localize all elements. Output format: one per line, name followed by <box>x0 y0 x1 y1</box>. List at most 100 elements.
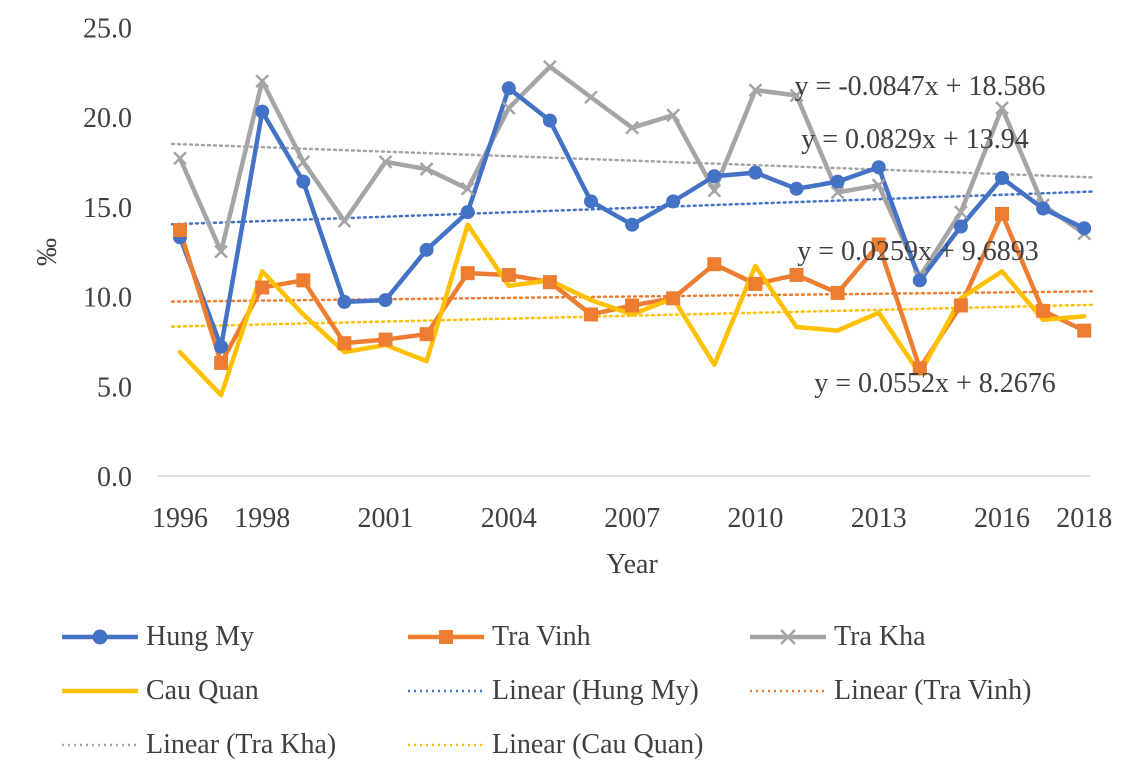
point-hung-my-2000 <box>337 294 352 309</box>
trendline-linear-cau-quan <box>170 303 1094 328</box>
legend-item-linear-cau-quan[interactable]: Linear (Cau Quan) <box>406 720 703 770</box>
trendline-linear-tra-vinh <box>170 290 1094 303</box>
point-tra-kha-1996 <box>173 151 187 166</box>
point-tra-kha-2001 <box>378 154 393 169</box>
legend-label-hung-my: Hung My <box>146 621 255 652</box>
legend-swatch-cau-quan <box>62 688 138 694</box>
legend-item-linear-tra-vinh[interactable]: Linear (Tra Vinh) <box>748 666 1031 716</box>
point-tra-kha-2011 <box>789 88 804 103</box>
point-hung-my-2012 <box>830 174 845 189</box>
point-tra-kha-2010 <box>748 83 763 97</box>
legend-label-linear-tra-vinh: Linear (Tra Vinh) <box>834 675 1032 706</box>
legend-item-hung-my[interactable]: Hung My <box>60 612 254 662</box>
point-tra-vinh-2014 <box>912 361 927 376</box>
point-hung-my-1999 <box>296 174 311 189</box>
point-tra-vinh-1997 <box>214 355 229 370</box>
legend-swatch-linear-tra-vinh <box>750 689 826 693</box>
point-tra-vinh-2013 <box>871 237 886 252</box>
x-tick-label: 2001 <box>358 503 414 534</box>
y-tick-label: 0.0 <box>97 462 132 493</box>
point-hung-my-2011 <box>789 181 804 196</box>
point-tra-kha-1998 <box>255 74 270 88</box>
point-hung-my-2014 <box>912 273 927 288</box>
legend-swatch-tra-vinh <box>408 630 484 644</box>
legend-item-linear-hung-my[interactable]: Linear (Hung My) <box>406 666 699 716</box>
legend-swatch-linear-hung-my <box>408 689 484 693</box>
point-tra-vinh-2009 <box>707 257 722 272</box>
legend-swatch-linear-cau-quan <box>408 743 484 747</box>
legend-label-linear-hung-my: Linear (Hung My) <box>492 675 699 706</box>
x-tick-label: 1998 <box>234 503 290 534</box>
point-hung-my-2013 <box>871 160 886 175</box>
point-hung-my-2016 <box>995 171 1009 186</box>
point-tra-vinh-2003 <box>460 266 475 281</box>
trendline-linear-tra-kha <box>170 142 1094 179</box>
point-tra-vinh-2015 <box>953 298 968 313</box>
point-hung-my-2007 <box>625 217 640 232</box>
point-tra-vinh-2016 <box>995 206 1009 221</box>
legend-item-tra-vinh[interactable]: Tra Vinh <box>406 612 591 662</box>
point-hung-my-2005 <box>542 113 557 128</box>
point-hung-my-1998 <box>255 104 270 119</box>
equation-linear-tra-kha: y = -0.0847x + 18.586 <box>795 71 1046 102</box>
point-tra-vinh-2007 <box>625 298 640 313</box>
legend-label-tra-kha: Tra Kha <box>834 621 926 652</box>
equation-linear-hung-my: y = 0.0829x + 13.94 <box>801 124 1029 155</box>
legend-label-linear-cau-quan: Linear (Cau Quan) <box>492 729 704 760</box>
point-tra-vinh-2011 <box>789 267 804 282</box>
point-tra-vinh-2002 <box>419 327 434 342</box>
point-tra-vinh-2001 <box>378 332 393 347</box>
legend-swatch-hung-my <box>62 629 138 645</box>
y-tick-label: 15.0 <box>83 193 132 224</box>
point-hung-my-2003 <box>460 205 475 220</box>
point-tra-kha-2015 <box>954 205 968 220</box>
legend-item-cau-quan[interactable]: Cau Quan <box>60 666 259 716</box>
y-axis-title: ‰ <box>32 238 63 266</box>
point-tra-kha-2000 <box>337 214 352 228</box>
point-tra-vinh-2004 <box>501 267 516 282</box>
point-tra-vinh-2012 <box>830 285 845 300</box>
point-hung-my-2018 <box>1077 221 1092 236</box>
point-tra-kha-1999 <box>296 154 311 169</box>
legend-item-tra-kha[interactable]: Tra Kha <box>748 612 926 662</box>
point-hung-my-2017 <box>1036 201 1051 216</box>
point-tra-kha-2003 <box>460 181 475 196</box>
legend-swatch-tra-kha <box>750 629 826 645</box>
point-tra-kha-2008 <box>666 108 681 123</box>
legend-label-tra-vinh: Tra Vinh <box>492 621 591 652</box>
point-tra-vinh-2018 <box>1077 323 1092 338</box>
point-tra-vinh-2008 <box>666 291 681 306</box>
point-hung-my-2010 <box>748 165 763 180</box>
y-tick-label: 20.0 <box>83 103 132 134</box>
y-tick-label: 5.0 <box>97 372 132 403</box>
point-tra-kha-2005 <box>543 59 557 74</box>
point-tra-vinh-2006 <box>584 307 598 322</box>
x-tick-label: 1996 <box>152 503 208 534</box>
point-tra-kha-2004 <box>501 101 516 115</box>
point-tra-vinh-2000 <box>337 336 352 351</box>
point-tra-kha-1997 <box>214 244 228 259</box>
y-tick-label: 25.0 <box>83 13 132 44</box>
point-hung-my-2015 <box>953 219 968 234</box>
point-tra-vinh-1998 <box>255 280 270 295</box>
point-tra-vinh-2017 <box>1036 303 1051 318</box>
point-tra-kha-2007 <box>625 120 639 135</box>
equation-linear-tra-vinh: y = 0.0259x + 9.6893 <box>797 236 1039 267</box>
point-tra-kha-2009 <box>707 183 722 198</box>
line-chart: ‰ 0.0 5.0 10.0 15.0 20.0 25.0 1996 1998 2001 200… <box>32 13 1112 580</box>
point-tra-kha-2013 <box>871 178 886 193</box>
point-hung-my-2006 <box>584 194 598 209</box>
x-tick-label: 2010 <box>727 503 783 534</box>
point-hung-my-1997 <box>214 339 229 354</box>
point-hung-my-2001 <box>378 293 393 308</box>
point-hung-my-2002 <box>419 242 434 257</box>
x-tick-label: 2007 <box>604 503 660 534</box>
x-tick-label: 2016 <box>974 503 1030 534</box>
point-tra-kha-2002 <box>419 162 434 176</box>
equation-linear-cau-quan: y = 0.0552x + 8.2676 <box>814 368 1056 399</box>
x-tick-label: 2018 <box>1056 503 1112 534</box>
legend-item-linear-tra-kha[interactable]: Linear (Tra Kha) <box>60 720 336 770</box>
point-hung-my-2004 <box>501 81 516 96</box>
point-tra-kha-2006 <box>584 90 598 105</box>
series-line-cau-quan <box>177 222 1087 398</box>
